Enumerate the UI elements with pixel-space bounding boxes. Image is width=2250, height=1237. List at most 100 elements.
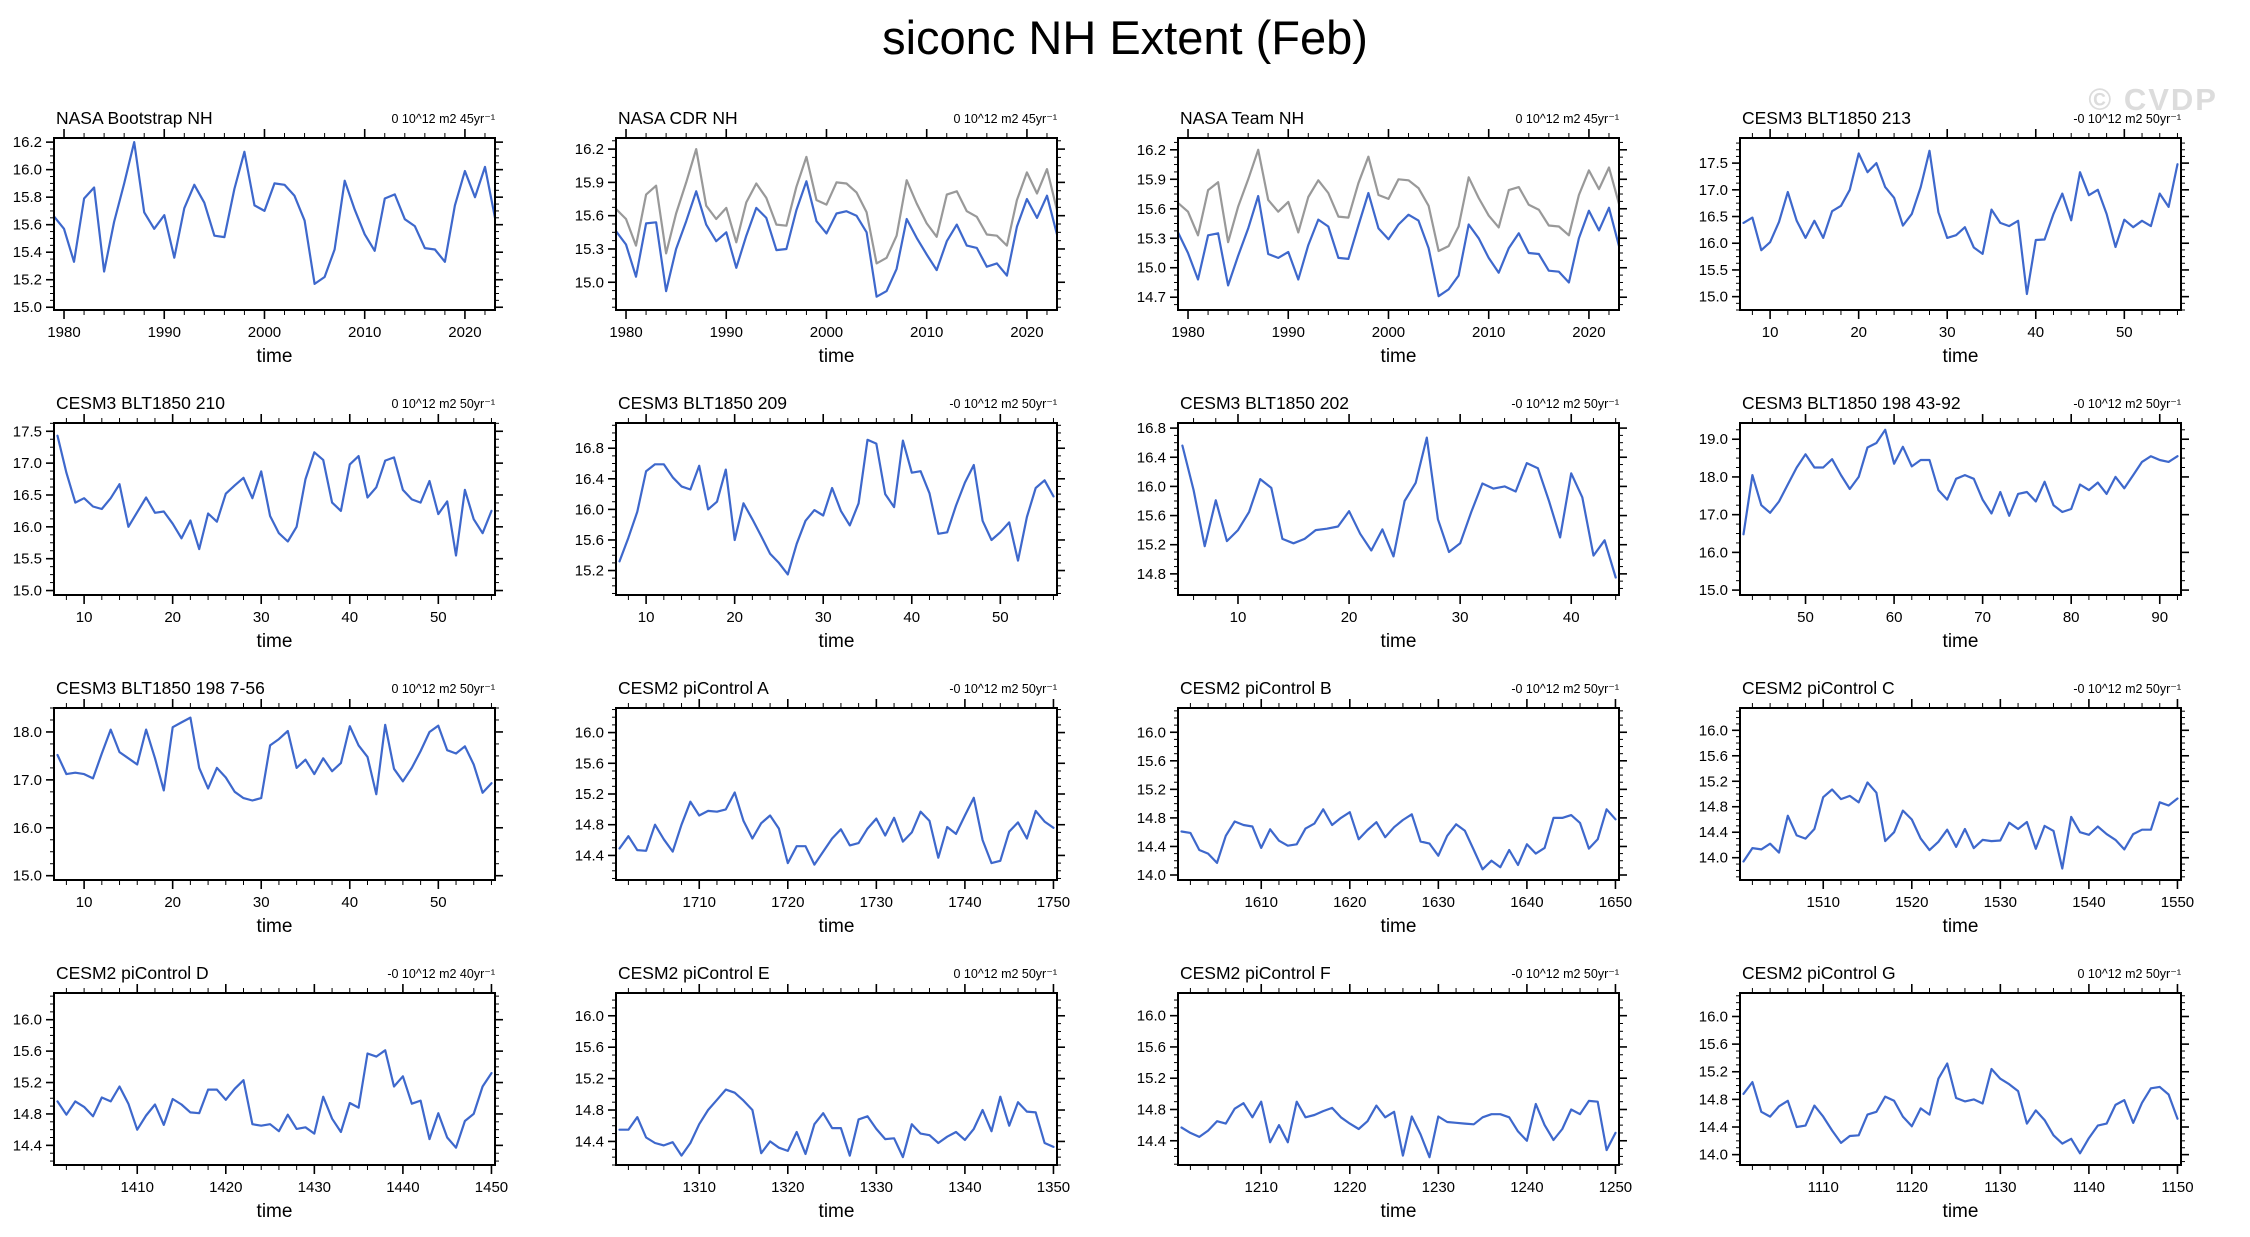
y-tick-label: 15.6 <box>1137 753 1166 770</box>
series-line <box>1181 436 1617 579</box>
panel-title: CESM2 piControl D <box>56 963 209 983</box>
y-tick-label: 15.6 <box>13 1043 42 1060</box>
plot-frame <box>1177 992 1620 1166</box>
x-tick-label: 10 <box>76 894 93 911</box>
y-tick-label: 16.2 <box>13 134 42 151</box>
series-line <box>618 791 1055 866</box>
panel-svg: CESM3 BLT1850 198 7-56 0 10^12 m2 50yr⁻¹ 1… <box>13 678 503 937</box>
panel-title: NASA Bootstrap NH <box>56 108 213 128</box>
y-tick-label: 15.0 <box>1137 260 1166 277</box>
plot-frame <box>615 422 1058 596</box>
series-line <box>1742 1062 2179 1155</box>
y-tick-label: 14.8 <box>1137 810 1166 827</box>
figure-header: siconc NH Extent (Feb) © CVDP <box>0 0 2250 117</box>
x-tick-label: 2010 <box>910 324 943 341</box>
x-tick-label: 50 <box>992 609 1009 626</box>
x-tick-label: 1530 <box>1984 894 2017 911</box>
x-tick-label: 1110 <box>1808 1179 1839 1196</box>
x-tick-label: 70 <box>1974 609 1991 626</box>
cvdp-watermark: © CVDP <box>2088 82 2218 117</box>
series-line <box>52 140 497 285</box>
trend-label: 0 10^12 m2 50yr⁻¹ <box>954 967 1058 981</box>
x-axis-title: time <box>819 916 855 937</box>
x-tick-label: 1720 <box>771 894 804 911</box>
panel-svg: CESM3 BLT1850 210 0 10^12 m2 50yr⁻¹ 15.0 15… <box>13 393 503 652</box>
x-tick-label: 1710 <box>683 894 716 911</box>
y-tick-label: 16.5 <box>1699 209 1728 226</box>
series-line <box>56 434 493 557</box>
x-axis-title: time <box>1943 631 1979 652</box>
x-tick-label: 1240 <box>1510 1179 1543 1196</box>
x-axis-title: time <box>819 1201 855 1222</box>
panel-cesm2-picontrol-d: CESM2 piControl D -0 10^12 m2 40yr⁻¹ 14.4 1… <box>0 947 562 1232</box>
x-tick-label: 1730 <box>860 894 893 911</box>
x-tick-label: 1540 <box>2072 894 2105 911</box>
x-tick-label: 1330 <box>860 1179 893 1196</box>
y-tick-label: 14.8 <box>1699 1091 1728 1108</box>
trend-label: -0 10^12 m2 50yr⁻¹ <box>1511 397 1619 411</box>
panel-title: CESM3 BLT1850 202 <box>1180 393 1349 413</box>
y-tick-label: 15.2 <box>1137 1070 1166 1087</box>
plot-frame <box>1739 992 2182 1166</box>
x-tick-label: 2010 <box>348 324 381 341</box>
panel-svg: CESM2 piControl D -0 10^12 m2 40yr⁻¹ 14.4 1… <box>13 963 508 1222</box>
y-tick-label: 15.0 <box>13 299 42 316</box>
panel-title: CESM3 BLT1850 210 <box>56 393 225 413</box>
plot-frame <box>1177 422 1620 596</box>
x-axis-title: time <box>1943 346 1979 367</box>
trend-label: -0 10^12 m2 50yr⁻¹ <box>2073 397 2181 411</box>
y-tick-label: 15.9 <box>1137 171 1166 188</box>
y-tick-label: 14.8 <box>1137 566 1166 583</box>
x-tick-label: 1610 <box>1245 894 1278 911</box>
x-tick-label: 40 <box>2027 324 2044 341</box>
y-tick-label: 16.0 <box>575 1008 604 1025</box>
x-tick-label: 10 <box>1230 609 1247 626</box>
x-tick-label: 2020 <box>448 324 481 341</box>
series-line <box>618 1088 1055 1159</box>
panel-cesm3-blt1850-198-43-92: CESM3 BLT1850 198 43-92 -0 10^12 m2 50yr⁻… <box>1686 377 2248 662</box>
y-tick-label: 14.4 <box>1699 824 1728 841</box>
y-tick-label: 14.8 <box>13 1106 42 1123</box>
panel-nasa-team-nh: NASA Team NH 0 10^12 m2 45yr⁻¹ 14.7 15.0 15.… <box>1124 92 1686 377</box>
y-tick-label: 15.5 <box>1699 262 1728 279</box>
x-axis-title: time <box>819 631 855 652</box>
axes <box>1170 984 1627 1174</box>
x-tick-label: 30 <box>253 609 270 626</box>
reference-line <box>614 147 1059 265</box>
axes <box>1732 129 2189 319</box>
plot-frame <box>53 422 496 596</box>
axes <box>608 984 1065 1174</box>
y-tick-label: 17.5 <box>1699 155 1728 172</box>
x-tick-label: 2020 <box>1010 324 1043 341</box>
x-tick-label: 1620 <box>1333 894 1366 911</box>
plot-frame <box>615 137 1058 311</box>
axes <box>608 129 1065 319</box>
x-tick-label: 1990 <box>148 324 181 341</box>
axes <box>46 414 503 604</box>
x-tick-label: 1420 <box>209 1179 242 1196</box>
panel-svg: CESM3 BLT1850 198 43-92 -0 10^12 m2 50yr⁻… <box>1699 393 2189 652</box>
y-tick-label: 15.9 <box>575 174 604 191</box>
y-tick-label: 16.0 <box>13 519 42 536</box>
y-tick-label: 16.0 <box>1137 478 1166 495</box>
x-tick-label: 1130 <box>1984 1179 2016 1196</box>
y-tick-label: 14.4 <box>575 1133 604 1150</box>
y-tick-label: 16.4 <box>1137 449 1166 466</box>
y-tick-label: 16.0 <box>1699 544 1728 561</box>
trend-label: 0 10^12 m2 45yr⁻¹ <box>1516 112 1620 126</box>
y-tick-label: 15.6 <box>575 532 604 549</box>
series-line <box>1176 191 1621 298</box>
panel-cesm2-picontrol-g: CESM2 piControl G 0 10^12 m2 50yr⁻¹ 14.0 14… <box>1686 947 2248 1232</box>
y-tick-label: 16.0 <box>1137 724 1166 741</box>
trend-label: 0 10^12 m2 50yr⁻¹ <box>392 397 496 411</box>
y-tick-label: 14.4 <box>1137 838 1166 855</box>
plot-frame <box>53 992 496 1166</box>
panel-svg: CESM3 BLT1850 202 -0 10^12 m2 50yr⁻¹ 14.8 1… <box>1137 393 1627 652</box>
x-tick-label: 90 <box>2151 609 2168 626</box>
y-tick-label: 15.2 <box>13 1075 42 1092</box>
y-tick-label: 15.2 <box>1699 1064 1728 1081</box>
x-tick-label: 40 <box>903 609 920 626</box>
x-axis-title: time <box>1381 1201 1417 1222</box>
x-tick-label: 30 <box>253 894 270 911</box>
y-tick-label: 17.0 <box>13 455 42 472</box>
